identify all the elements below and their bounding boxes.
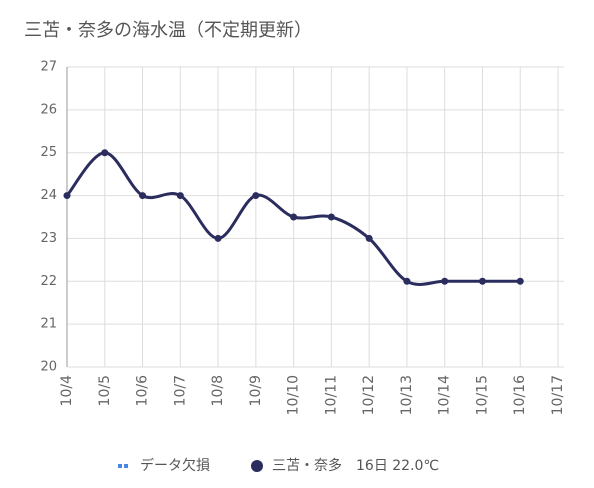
point (63, 192, 71, 200)
chart-title: 三苫・奈多の海水温（不定期更新） (24, 20, 312, 41)
x-tick-label: 10/10 (286, 375, 302, 415)
legend-label: データ欠損 (140, 457, 210, 474)
point (214, 234, 222, 242)
x-tick-label: 10/4 (59, 375, 75, 407)
legend-swatch-missing (124, 464, 128, 468)
x-tick-label: 10/5 (97, 375, 113, 406)
point (139, 192, 147, 200)
point (327, 213, 335, 221)
y-tick-label: 26 (40, 102, 57, 117)
x-tick-label: 10/14 (437, 375, 453, 415)
legend-swatch-missing (118, 464, 122, 468)
point (252, 192, 260, 200)
point (478, 277, 486, 285)
point (441, 277, 449, 285)
x-tick-label: 10/8 (210, 375, 226, 406)
point (516, 277, 524, 285)
point (176, 192, 184, 200)
x-tick-label: 10/6 (135, 375, 151, 407)
x-tick-label: 10/9 (248, 375, 264, 406)
x-tick-label: 10/17 (550, 375, 566, 415)
x-tick-label: 10/11 (323, 375, 339, 415)
y-tick-label: 27 (40, 60, 57, 75)
point (403, 277, 411, 285)
y-tick-label: 23 (40, 231, 57, 246)
y-tick-label: 22 (40, 274, 57, 289)
y-tick-label: 20 (40, 360, 57, 375)
point (290, 213, 298, 221)
x-tick-label: 10/12 (361, 375, 377, 415)
legend-swatch (251, 460, 263, 472)
x-tick-label: 10/13 (399, 375, 415, 415)
x-tick-label: 10/16 (512, 375, 528, 415)
y-tick-label: 24 (40, 188, 57, 203)
point (365, 234, 373, 242)
point (101, 149, 109, 157)
y-tick-label: 21 (40, 317, 57, 332)
x-tick-label: 10/7 (172, 375, 188, 406)
y-tick-label: 25 (40, 145, 57, 160)
legend-label: 三苫・奈多 16日 22.0℃ (272, 457, 439, 474)
x-tick-label: 10/15 (474, 375, 490, 415)
